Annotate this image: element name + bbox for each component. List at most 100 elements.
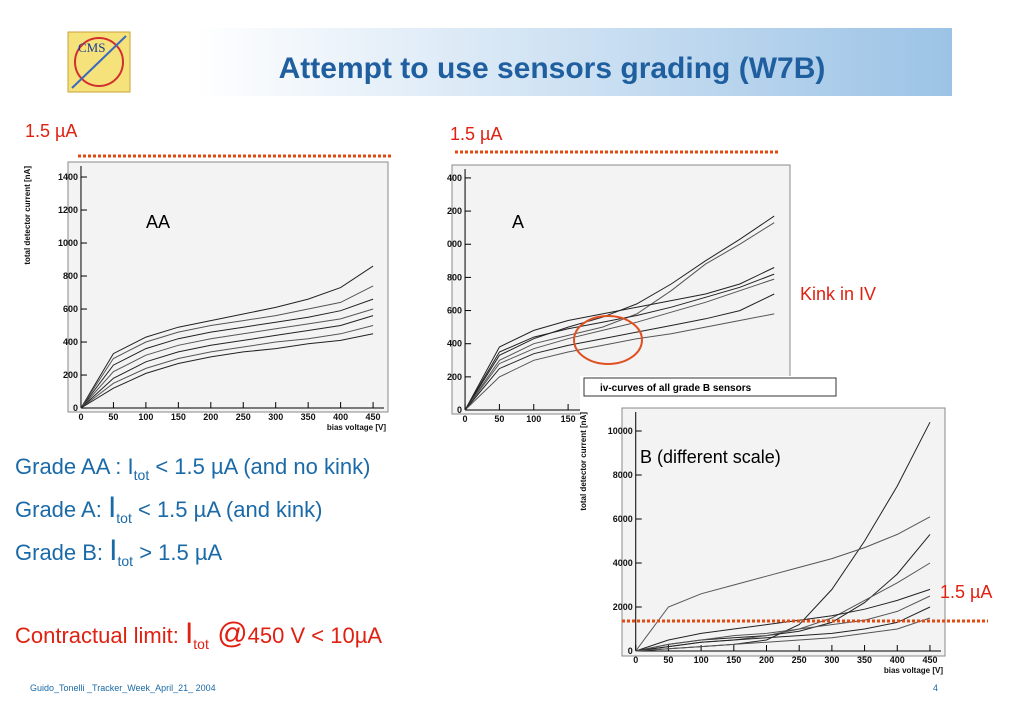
text: I bbox=[109, 534, 117, 567]
y-tick-label: 600 bbox=[447, 306, 462, 316]
text: Grade B: bbox=[15, 540, 109, 565]
x-tick-label: 250 bbox=[236, 412, 251, 422]
iv-curve bbox=[464, 267, 775, 411]
x-tick-label: 400 bbox=[333, 412, 348, 422]
x-tick-label: 350 bbox=[857, 655, 872, 665]
y-tick-label: 200 bbox=[63, 370, 78, 380]
subscript: tot bbox=[116, 510, 132, 526]
y-tick-label: 000 bbox=[447, 239, 462, 249]
iv-curve bbox=[635, 617, 931, 652]
plot-label: B (different scale) bbox=[640, 447, 781, 467]
y-tick-label: 4000 bbox=[613, 558, 633, 568]
plot-label: A bbox=[512, 212, 524, 232]
y-tick-label: 1200 bbox=[58, 205, 78, 215]
grade-line: Grade AA : Itot < 1.5 µA (and no kink) bbox=[15, 454, 370, 483]
text: Contractual limit: bbox=[15, 623, 185, 648]
y-tick-label: 10000 bbox=[608, 426, 633, 436]
iv-curve bbox=[464, 313, 775, 411]
y-tick-label: 400 bbox=[447, 339, 462, 349]
x-tick-label: 350 bbox=[301, 412, 316, 422]
iv-curve bbox=[635, 595, 931, 652]
kink-label: Kink in IV bbox=[800, 284, 876, 304]
x-tick-label: 50 bbox=[494, 414, 504, 424]
x-axis-label: bias voltage [V] bbox=[327, 423, 386, 432]
subscript: tot bbox=[193, 636, 209, 652]
y-tick-label: 400 bbox=[63, 337, 78, 347]
x-tick-label: 150 bbox=[561, 414, 576, 424]
iv-curve bbox=[80, 315, 374, 409]
limit-label: 1.5 µA bbox=[940, 582, 992, 602]
x-tick-label: 0 bbox=[633, 655, 638, 665]
header-bar bbox=[195, 28, 952, 96]
y-tick-label: 400 bbox=[447, 173, 462, 183]
x-tick-label: 200 bbox=[759, 655, 774, 665]
iv-curve bbox=[80, 308, 374, 409]
plot-area bbox=[621, 407, 946, 657]
y-tick-label: 800 bbox=[63, 271, 78, 281]
text: Grade AA : I bbox=[15, 454, 134, 479]
logo: CMS bbox=[67, 31, 131, 93]
grade-line: Grade B: Itot > 1.5 µA bbox=[15, 534, 223, 569]
contract-line: Contractual limit: Itot @450 V < 10µA bbox=[15, 617, 382, 652]
y-axis-label: total detector current [nA] bbox=[579, 412, 588, 511]
y-tick-label: 200 bbox=[447, 206, 462, 216]
x-tick-label: 0 bbox=[463, 414, 468, 424]
y-tick-label: 1000 bbox=[58, 238, 78, 248]
svg-text:CMS: CMS bbox=[78, 40, 105, 55]
y-tick-label: 0 bbox=[73, 403, 78, 413]
grade-line: Grade A: Itot < 1.5 µA (and kink) bbox=[15, 491, 322, 526]
y-tick-label: 8000 bbox=[613, 470, 633, 480]
x-tick-label: 100 bbox=[694, 655, 709, 665]
footer: Guido_Tonelli _Tracker_Week_April_21_ 20… bbox=[30, 683, 216, 693]
plot-title-box bbox=[583, 377, 837, 397]
text: 450 V < 10µA bbox=[248, 623, 383, 648]
iv-curve bbox=[635, 516, 931, 652]
y-tick-label: 800 bbox=[447, 272, 462, 282]
x-tick-label: 50 bbox=[108, 412, 118, 422]
y-tick-label: 600 bbox=[63, 304, 78, 314]
limit-label: 1.5 µA bbox=[450, 124, 502, 144]
text: @ bbox=[209, 617, 248, 650]
subscript: tot bbox=[134, 467, 150, 483]
kink-marker bbox=[573, 315, 643, 365]
plot-area bbox=[67, 161, 389, 413]
x-tick-label: 400 bbox=[890, 655, 905, 665]
x-tick-label: 300 bbox=[268, 412, 283, 422]
y-tick-label: 0 bbox=[628, 646, 633, 656]
x-tick-label: 0 bbox=[78, 412, 83, 422]
iv-curve bbox=[464, 293, 775, 411]
x-tick-label: 50 bbox=[663, 655, 673, 665]
iv-curve bbox=[464, 273, 775, 411]
x-tick-label: 450 bbox=[366, 412, 381, 422]
text: < 1.5 µA (and no kink) bbox=[149, 454, 370, 479]
y-tick-label: 0 bbox=[457, 405, 462, 415]
subscript: tot bbox=[118, 553, 134, 569]
text: I bbox=[108, 491, 116, 524]
y-tick-label: 1400 bbox=[58, 172, 78, 182]
y-axis-label: total detector current [nA] bbox=[23, 166, 32, 265]
x-tick-label: 300 bbox=[824, 655, 839, 665]
x-tick-label: 150 bbox=[171, 412, 186, 422]
x-tick-label: 150 bbox=[726, 655, 741, 665]
limit-label: 1.5 µA bbox=[25, 121, 77, 141]
x-tick-label: 450 bbox=[922, 655, 937, 665]
x-tick-label: 100 bbox=[526, 414, 541, 424]
iv-curve bbox=[80, 298, 374, 409]
iv-curve bbox=[80, 325, 374, 409]
text: I bbox=[185, 617, 193, 650]
text: < 1.5 µA (and kink) bbox=[132, 497, 323, 522]
x-tick-label: 250 bbox=[792, 655, 807, 665]
iv-curve bbox=[464, 278, 775, 411]
iv-curve bbox=[80, 265, 374, 409]
iv-curve bbox=[635, 606, 931, 652]
title: Attempt to use sensors grading (W7B) bbox=[279, 52, 826, 85]
text: > 1.5 µA bbox=[133, 540, 222, 565]
y-tick-label: 200 bbox=[447, 372, 462, 382]
x-tick-label: 200 bbox=[203, 412, 218, 422]
y-tick-label: 2000 bbox=[613, 602, 633, 612]
x-tick-label: 100 bbox=[138, 412, 153, 422]
x-axis-label: bias voltage [V] bbox=[884, 666, 943, 675]
